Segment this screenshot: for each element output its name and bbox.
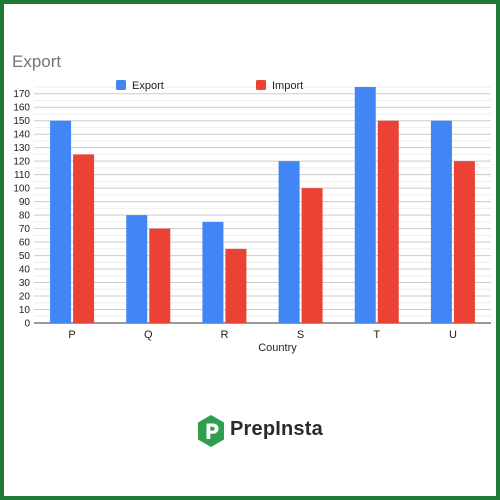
y-tick-label: 130 xyxy=(13,143,30,154)
bar-import-u xyxy=(453,161,475,323)
y-tick-label: 0 xyxy=(24,319,30,330)
x-tick-label: Q xyxy=(144,329,153,341)
bar-import-r xyxy=(225,248,247,323)
legend-swatch-import xyxy=(256,80,266,90)
bar-import-p xyxy=(73,154,95,323)
y-tick-label: 70 xyxy=(19,224,31,235)
bar-export-u xyxy=(430,120,452,323)
logo-text: PrepInsta xyxy=(230,418,323,440)
bar-export-s xyxy=(278,161,300,323)
y-tick-label: 110 xyxy=(14,170,30,181)
y-tick-label: 170 xyxy=(13,89,30,100)
x-tick-label: P xyxy=(68,329,75,341)
y-tick-label: 80 xyxy=(19,211,31,222)
y-tick-label: 60 xyxy=(19,238,31,249)
y-tick-label: 30 xyxy=(19,278,31,289)
x-tick-label: S xyxy=(297,329,304,341)
x-tick-label: U xyxy=(449,329,457,341)
bar-import-s xyxy=(301,188,323,323)
y-tick-label: 20 xyxy=(19,292,31,303)
bar-import-q xyxy=(149,228,171,323)
bar-import-t xyxy=(377,120,399,323)
bar-export-t xyxy=(354,87,376,323)
y-tick-label: 140 xyxy=(13,130,30,141)
legend-label-import: Import xyxy=(272,80,303,92)
bar-export-r xyxy=(202,221,224,323)
y-tick-label: 150 xyxy=(13,116,30,127)
x-tick-label: R xyxy=(220,329,228,341)
chart-title: Export xyxy=(12,52,62,71)
legend-label-export: Export xyxy=(132,80,164,92)
y-tick-label: 160 xyxy=(13,103,30,114)
x-tick-label: T xyxy=(373,329,380,341)
y-tick-label: 10 xyxy=(19,305,31,316)
y-tick-label: 120 xyxy=(13,157,30,168)
bar-chart: 0 10 20 30 40 50 60 70 80 90 100 110 120 130 140 150 160… xyxy=(13,80,491,354)
y-tick-label: 40 xyxy=(19,265,31,276)
bar-export-p xyxy=(50,120,72,323)
y-tick-label: 100 xyxy=(13,184,30,195)
x-axis-label: Country xyxy=(258,342,297,354)
legend-swatch-export xyxy=(116,80,126,90)
hexagon-p-logo-icon xyxy=(198,415,224,447)
bar-export-q xyxy=(126,215,148,323)
prepinsta-logo: PrepInsta xyxy=(196,413,326,449)
y-tick-label: 50 xyxy=(19,251,31,262)
y-tick-label: 90 xyxy=(19,197,31,208)
